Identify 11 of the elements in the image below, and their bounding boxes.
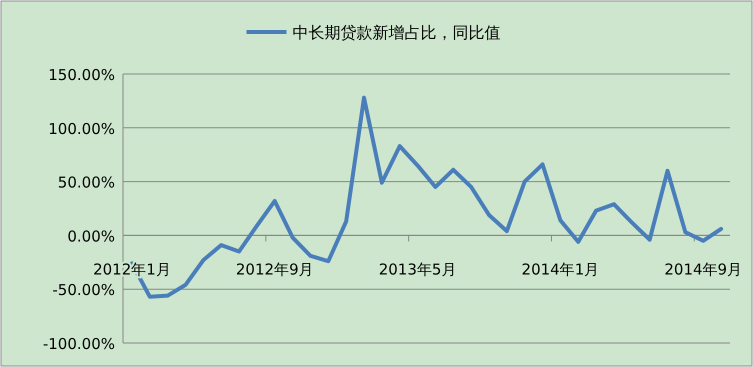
y-tick-label: -100.00%	[42, 335, 115, 353]
x-tick-label: 2012年9月	[236, 260, 314, 278]
y-tick-label: 150.00%	[48, 66, 115, 84]
y-tick-label: 100.00%	[48, 120, 115, 138]
y-tick-label: -50.00%	[52, 281, 115, 300]
x-tick-label: 2013年5月	[378, 260, 456, 278]
legend-label: 中长期贷款新增占比，同比值	[292, 23, 500, 42]
x-tick-label: 2014年9月	[664, 260, 742, 278]
x-tick-label: 2014年1月	[522, 260, 600, 278]
y-tick-label: 0.00%	[67, 227, 115, 246]
y-tick-label: 50.00%	[58, 174, 115, 192]
